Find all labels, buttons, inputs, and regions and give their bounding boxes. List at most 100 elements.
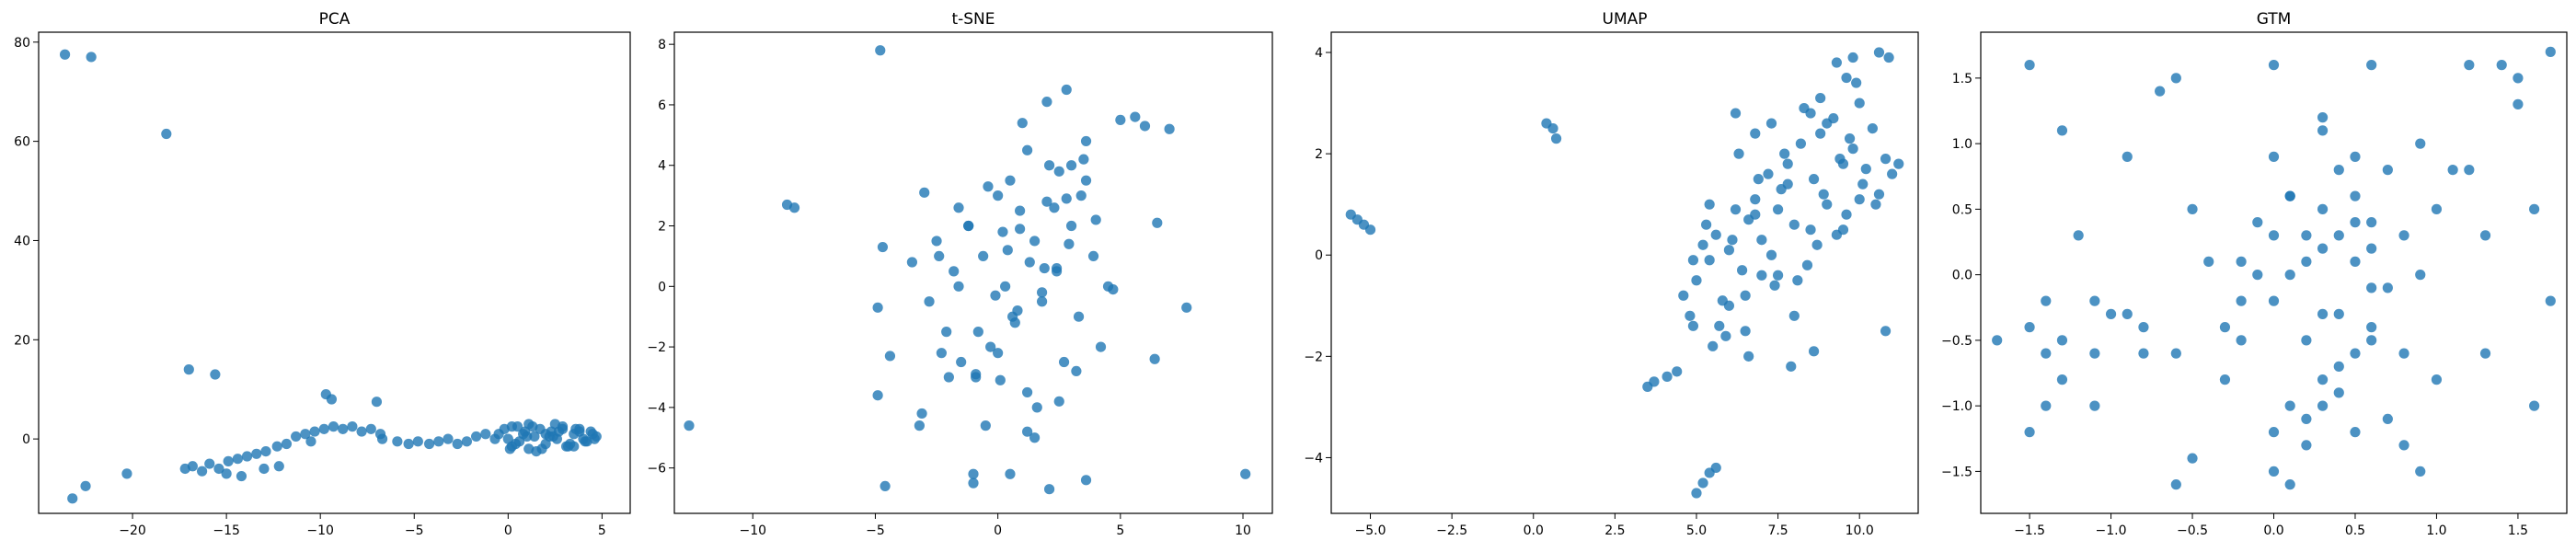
scatter-point [522,431,533,443]
scatter-point [1841,72,1852,84]
scatter-point [980,420,991,431]
scatter-point [956,356,967,368]
axes-frame [1330,31,1919,514]
scatter-point [1782,158,1793,169]
scatter-point [574,426,585,437]
scatter-point [1149,353,1160,364]
scatter-point [1851,77,1862,88]
scatter-point [502,433,513,444]
scatter-point [2382,413,2393,424]
scatter-point [338,423,349,434]
scatter-point [949,266,960,277]
scatter-point [1860,164,1871,175]
scatter-point [1697,239,1708,250]
scatter-point [1078,154,1089,165]
y-tick-label: −6 [647,462,666,477]
scatter-point [557,423,569,434]
x-tick-label: 0 [504,523,512,538]
scatter-point [1022,386,1033,398]
scatter-point [80,480,91,491]
scatter-point [2041,400,2052,411]
scatter-point [2431,203,2443,214]
scatter-point [412,436,423,447]
scatter-point [471,431,482,443]
scatter-point [1854,98,1865,109]
scatter-point [305,436,316,447]
y-tick-label: −2 [1304,350,1323,364]
scatter-point [943,372,954,383]
scatter-point [1992,335,2003,346]
scatter-point [1064,238,1075,249]
y-tick-label: 6 [658,98,666,113]
scatter-point [2333,361,2344,372]
scatter-point [2545,46,2556,57]
scatter-point [1036,287,1048,298]
y-tick-label: 0 [658,280,666,294]
scatter-point [1831,57,1842,68]
x-tick-label: 10 [1235,523,1251,538]
scatter-point [1720,330,1731,341]
scatter-point [506,421,518,432]
scatter-point [1765,249,1777,260]
scatter-point [2301,335,2312,346]
scatter-point [2398,230,2409,241]
scatter-point [2464,60,2475,71]
scatter-point [1795,138,1806,149]
scatter-point [1772,270,1784,281]
scatter-point [2301,440,2312,451]
scatter-point [2024,322,2035,333]
scatter-point [1022,426,1033,437]
scatter-point [1687,320,1699,331]
scatter-point [1854,194,1865,205]
scatter-point [1822,199,1833,210]
scatter-point [1837,158,1849,169]
scatter-point [523,419,535,430]
scatter-point [1685,310,1696,321]
scatter-point [271,441,282,452]
scatter-point [1844,133,1856,144]
scatter-point [1799,102,1810,114]
scatter-point [1005,175,1016,186]
scatter-point [2203,256,2214,267]
x-tick-label: 0.5 [2345,523,2365,538]
scatter-point [953,281,964,292]
scatter-point [1364,224,1376,236]
scatter-point [872,302,883,313]
scatter-point [1763,168,1774,179]
x-tick-label: 5 [1116,523,1124,538]
y-tick-label: 2 [1315,147,1323,162]
chart-title: PCA [319,10,351,29]
x-tick-label: 0.0 [2263,523,2283,538]
y-tick-label: 0.0 [1952,269,1972,283]
y-tick-label: 1.5 [1952,72,1972,86]
scatter-point [2236,335,2247,346]
y-tick-label: −4 [647,401,666,416]
scatter-point [906,257,918,268]
y-tick-label: 4 [658,159,666,174]
scatter-point [513,436,525,447]
scatter-point [376,433,388,444]
scatter-point [2350,427,2361,438]
scatter-point [2236,256,2247,267]
axes-frame [673,31,1273,514]
scatter-point [2317,308,2329,319]
scatter-point [2089,295,2100,306]
scatter-point [1012,305,1023,316]
scatter-point [2187,203,2198,214]
scatter-point [2122,308,2133,319]
x-tick-label: −10 [739,523,766,538]
scatter-point [1805,224,1816,236]
scatter-point [2219,374,2231,385]
scatter-point [997,226,1008,237]
scatter-point [223,455,234,466]
scatter-point [2333,230,2344,241]
scatter-point [1710,462,1721,474]
scatter-point [1181,302,1192,313]
scatter-point [1847,144,1858,155]
scatter-point [2382,282,2393,293]
scatter-point [2284,479,2295,490]
scatter-point [934,250,945,262]
scatter-point [2301,256,2312,267]
scatter-point [1015,205,1026,216]
scatter-point [328,421,339,432]
